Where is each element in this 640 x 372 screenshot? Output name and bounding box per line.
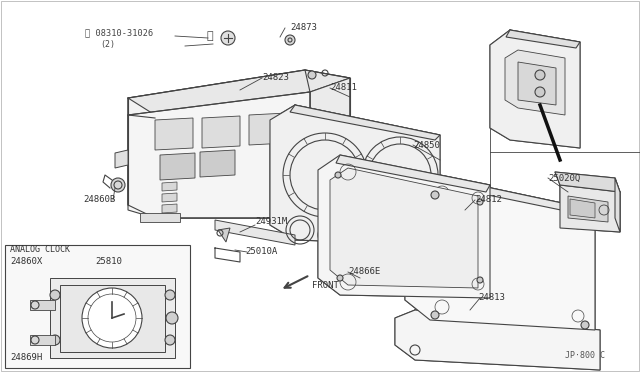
Polygon shape — [336, 155, 490, 192]
Polygon shape — [200, 150, 235, 177]
Circle shape — [535, 70, 545, 80]
Text: 24860B: 24860B — [83, 196, 115, 205]
Text: ANALOG CLOCK: ANALOG CLOCK — [10, 246, 70, 254]
Circle shape — [165, 290, 175, 300]
Polygon shape — [310, 78, 350, 218]
Polygon shape — [615, 178, 620, 232]
Polygon shape — [50, 278, 175, 358]
Circle shape — [477, 199, 483, 205]
Polygon shape — [405, 175, 595, 330]
Polygon shape — [162, 182, 177, 191]
Polygon shape — [506, 30, 580, 48]
Polygon shape — [160, 153, 195, 180]
Polygon shape — [425, 175, 595, 216]
Circle shape — [50, 290, 60, 300]
Polygon shape — [490, 30, 580, 148]
Text: 24860X: 24860X — [10, 257, 42, 266]
Polygon shape — [215, 220, 295, 245]
Polygon shape — [318, 155, 490, 298]
Circle shape — [166, 312, 178, 324]
Text: 25010A: 25010A — [245, 247, 277, 257]
Circle shape — [82, 288, 142, 348]
Circle shape — [221, 31, 235, 45]
Text: 25020Q: 25020Q — [548, 173, 580, 183]
Text: 24823: 24823 — [262, 74, 289, 83]
Polygon shape — [570, 199, 595, 218]
Circle shape — [111, 178, 125, 192]
Polygon shape — [60, 285, 165, 352]
Circle shape — [431, 311, 439, 319]
Polygon shape — [330, 168, 478, 288]
Text: Ⓢ: Ⓢ — [207, 31, 213, 41]
Polygon shape — [128, 70, 350, 115]
Circle shape — [165, 335, 175, 345]
Polygon shape — [555, 172, 620, 192]
Polygon shape — [202, 116, 240, 148]
Polygon shape — [518, 62, 556, 105]
Circle shape — [308, 71, 316, 79]
Polygon shape — [560, 185, 620, 232]
Text: 24812: 24812 — [475, 196, 502, 205]
Circle shape — [477, 277, 483, 283]
Polygon shape — [395, 310, 600, 370]
Polygon shape — [128, 92, 310, 218]
Circle shape — [431, 191, 439, 199]
Polygon shape — [290, 105, 440, 140]
Text: 24811: 24811 — [330, 83, 357, 93]
Polygon shape — [155, 118, 193, 150]
Polygon shape — [348, 195, 388, 218]
Circle shape — [285, 35, 295, 45]
Polygon shape — [249, 113, 287, 145]
Polygon shape — [5, 245, 190, 368]
Polygon shape — [162, 193, 177, 202]
Text: 24931M: 24931M — [255, 218, 287, 227]
Polygon shape — [30, 335, 55, 345]
Circle shape — [581, 321, 589, 329]
Text: 24813: 24813 — [478, 294, 505, 302]
Circle shape — [50, 335, 60, 345]
Polygon shape — [270, 105, 440, 245]
Circle shape — [535, 87, 545, 97]
Text: 25810: 25810 — [95, 257, 122, 266]
Circle shape — [337, 275, 343, 281]
Text: 24850: 24850 — [413, 141, 440, 150]
Polygon shape — [140, 213, 180, 222]
Circle shape — [335, 172, 341, 178]
Text: JP·800 C: JP·800 C — [565, 350, 605, 359]
Polygon shape — [115, 150, 128, 168]
Text: 24866E: 24866E — [348, 267, 380, 276]
Polygon shape — [162, 204, 177, 213]
Polygon shape — [30, 300, 55, 310]
Text: FRONT: FRONT — [312, 282, 339, 291]
Text: Ⓢ 08310-31026: Ⓢ 08310-31026 — [85, 28, 153, 37]
Polygon shape — [505, 50, 565, 115]
Text: 24869H: 24869H — [10, 353, 42, 362]
Polygon shape — [568, 196, 608, 222]
Circle shape — [581, 211, 589, 219]
Polygon shape — [128, 70, 350, 218]
Text: 24873: 24873 — [290, 22, 317, 32]
Polygon shape — [218, 228, 230, 242]
Text: (2): (2) — [100, 40, 115, 49]
